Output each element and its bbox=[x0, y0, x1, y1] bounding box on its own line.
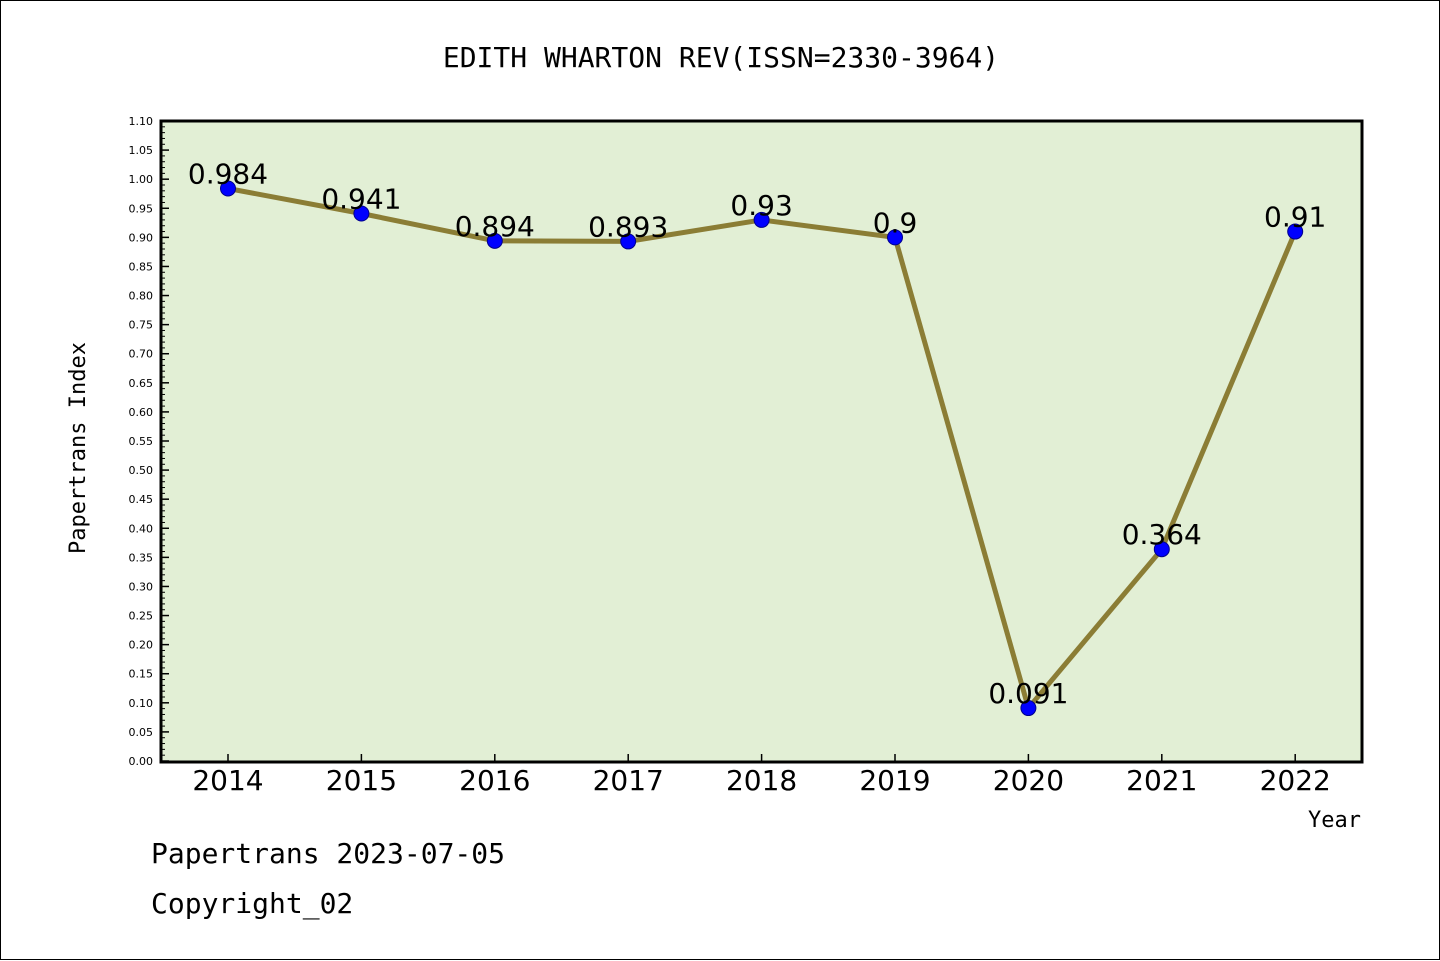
data-label: 0.091 bbox=[988, 677, 1068, 710]
data-point bbox=[753, 211, 770, 228]
y-tick-label: 0.30 bbox=[129, 580, 154, 593]
y-tick-label: 0.05 bbox=[129, 726, 154, 739]
y-tick-label: 0.70 bbox=[129, 348, 154, 361]
data-label: 0.91 bbox=[1264, 201, 1326, 234]
y-tick-label: 0.00 bbox=[129, 755, 154, 768]
x-tick-label: 2022 bbox=[1260, 764, 1331, 797]
data-label: 0.893 bbox=[588, 210, 668, 243]
data-point bbox=[220, 180, 236, 197]
y-tick-label: 0.50 bbox=[129, 464, 154, 477]
data-label: 0.941 bbox=[321, 183, 401, 216]
x-axis-label: Year bbox=[1308, 808, 1361, 833]
y-tick-label: 1.05 bbox=[129, 144, 154, 157]
x-tick-label: 2019 bbox=[859, 764, 930, 797]
data-point bbox=[620, 233, 637, 250]
y-tick-label: 0.60 bbox=[129, 406, 154, 419]
footer-date: Papertrans 2023-07-05 bbox=[151, 837, 506, 870]
y-tick-label: 0.10 bbox=[129, 697, 154, 710]
x-axis: 2014 2015 2016 2017 2018 2019 2020 2021 2022 bbox=[192, 754, 1331, 797]
data-label: 0.9 bbox=[873, 206, 918, 239]
y-tick-label: 0.45 bbox=[129, 493, 154, 506]
data-label: 0.894 bbox=[455, 210, 535, 243]
series-line-group: 0.984 0.941 0.894 0.893 0.93 0.9 0.091 0.364 0.9… bbox=[188, 157, 1326, 717]
data-point bbox=[1153, 541, 1170, 558]
data-label: 0.93 bbox=[730, 189, 792, 222]
y-tick-label: 0.90 bbox=[129, 231, 154, 244]
x-tick-label: 2018 bbox=[726, 764, 797, 797]
x-tick-label: 2016 bbox=[459, 764, 530, 797]
data-label: 0.364 bbox=[1122, 518, 1202, 551]
data-point bbox=[1287, 223, 1304, 240]
data-label: 0.984 bbox=[188, 157, 268, 190]
y-tick-label: 1.00 bbox=[129, 173, 154, 186]
data-point bbox=[486, 232, 503, 249]
y-tick-label: 0.95 bbox=[129, 202, 154, 215]
y-tick-label: 0.85 bbox=[129, 260, 154, 273]
y-tick-label: 0.80 bbox=[129, 290, 154, 303]
y-axis-label: Papertrans Index bbox=[66, 342, 91, 554]
x-tick-label: 2014 bbox=[192, 764, 263, 797]
y-tick-label: 0.20 bbox=[129, 639, 154, 652]
data-point bbox=[1020, 700, 1037, 717]
y-tick-label: 0.15 bbox=[129, 668, 154, 681]
data-point bbox=[353, 205, 370, 222]
x-tick-label: 2015 bbox=[326, 764, 397, 797]
y-axis: 0.00 0.05 0.10 0.15 0.20 0.25 0.30 0.35 0.40 0.45… bbox=[129, 115, 169, 768]
y-tick-label: 0.55 bbox=[129, 435, 154, 448]
y-tick-label: 0.25 bbox=[129, 610, 154, 623]
chart-title: EDITH WHARTON REV(ISSN=2330-3964) bbox=[443, 41, 999, 74]
footer-copyright: Copyright_02 bbox=[151, 887, 354, 920]
y-tick-label: 0.75 bbox=[129, 319, 154, 332]
x-tick-label: 2021 bbox=[1126, 764, 1197, 797]
y-tick-label: 1.10 bbox=[129, 115, 154, 128]
y-tick-label: 0.35 bbox=[129, 551, 154, 564]
x-tick-label: 2020 bbox=[993, 764, 1064, 797]
y-tick-label: 0.65 bbox=[129, 377, 154, 390]
y-tick-label: 0.40 bbox=[129, 522, 154, 535]
x-tick-label: 2017 bbox=[593, 764, 664, 797]
data-point bbox=[887, 229, 903, 246]
